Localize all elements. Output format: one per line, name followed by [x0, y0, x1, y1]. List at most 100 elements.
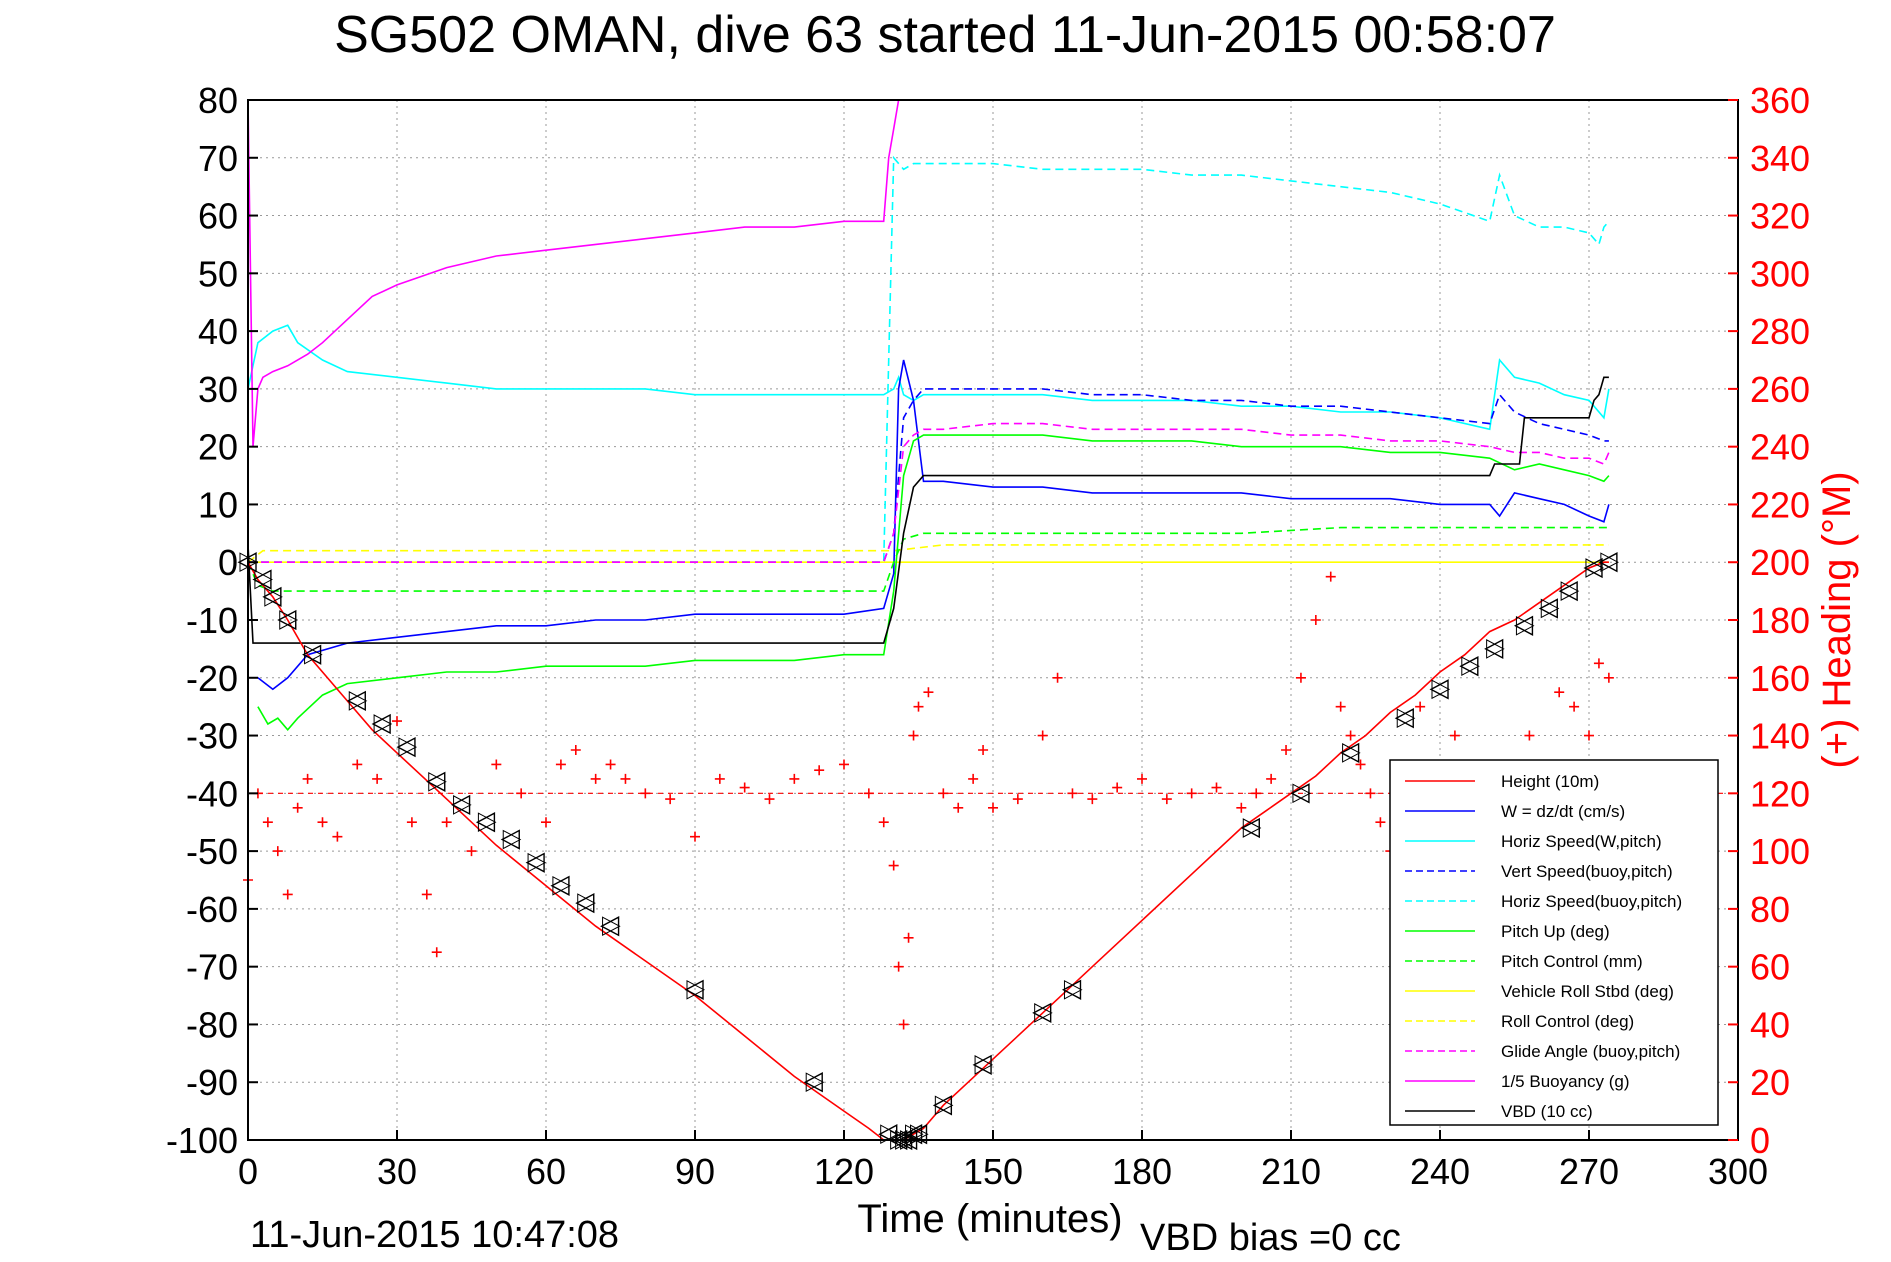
legend-box	[1389, 759, 1719, 1126]
heading-point	[1266, 773, 1277, 784]
heading-point	[898, 1019, 909, 1030]
heading-point	[764, 794, 775, 805]
waypoint-layer	[237, 552, 1619, 1151]
legend-label: Vehicle Roll Stbd (deg)	[1501, 982, 1674, 1001]
y-right-tick-label: 160	[1750, 658, 1810, 699]
waypoint-marker-inner	[577, 893, 596, 913]
heading-point	[1593, 658, 1604, 669]
heading-point	[1345, 730, 1356, 741]
waypoint-marker-inner	[686, 979, 706, 1000]
heading-point	[1603, 672, 1614, 683]
heading-point	[272, 846, 283, 857]
heading-point	[1375, 817, 1386, 828]
y-right-tick-label: 320	[1750, 196, 1810, 237]
series-line-1	[257, 359, 1610, 691]
y-tick-label: 10	[198, 484, 238, 525]
y-tick-label: 40	[198, 311, 238, 352]
y-tick-label: -100	[166, 1120, 238, 1161]
heading-point	[431, 947, 442, 958]
heading-point	[1365, 788, 1376, 799]
heading-point	[1524, 730, 1535, 741]
waypoint-marker-inner	[552, 875, 571, 896]
x-tick-label: 270	[1559, 1151, 1619, 1192]
series-line-5	[257, 434, 1610, 732]
heading-point	[292, 802, 303, 813]
x-tick-label: 90	[675, 1151, 715, 1192]
series-line-8	[247, 544, 1609, 563]
heading-point	[903, 932, 914, 943]
waypoint-marker-inner	[602, 916, 621, 937]
heading-point	[923, 687, 934, 698]
series-line-11	[247, 376, 1609, 644]
heading-point	[262, 817, 273, 828]
heading-point	[372, 773, 383, 784]
heading-point	[1335, 701, 1346, 712]
heading-point	[913, 701, 924, 712]
y-right-tick-label: 60	[1750, 947, 1790, 988]
series-line-10	[247, 99, 900, 447]
heading-point	[978, 745, 989, 755]
waypoint-marker-inner	[304, 644, 323, 665]
waypoint-marker-inner	[910, 1124, 929, 1145]
heading-point	[570, 745, 581, 755]
waypoint-marker-inner	[348, 691, 368, 711]
x-tick-label: 60	[526, 1151, 566, 1192]
y-right-tick-label: 20	[1750, 1062, 1790, 1103]
waypoint-marker-inner	[264, 587, 283, 607]
y-tick-label: -30	[186, 716, 238, 757]
legend-label: VBD (10 cc)	[1501, 1102, 1593, 1121]
series-line-6	[247, 526, 1609, 592]
heading-point	[714, 773, 725, 784]
waypoint-marker-inner	[880, 1124, 899, 1145]
waypoint-marker-inner	[1292, 783, 1311, 804]
footer-vbd-bias: VBD bias =0 cc	[1140, 1217, 1401, 1259]
heading-point	[392, 716, 402, 727]
x-tick-label: 180	[1112, 1151, 1172, 1192]
x-tick-label: 150	[963, 1151, 1023, 1192]
heading-point	[282, 889, 293, 900]
heading-point	[1355, 759, 1366, 770]
chart-title: SG502 OMAN, dive 63 started 11-Jun-2015 …	[334, 6, 1556, 64]
waypoint-marker-inner	[1600, 552, 1619, 573]
heading-point	[1295, 672, 1306, 683]
heading-point	[1325, 571, 1336, 582]
y-tick-label: 80	[198, 80, 238, 121]
series-line-3	[248, 388, 1609, 564]
y-right-tick-label: 240	[1750, 427, 1810, 468]
heading-point	[302, 773, 313, 784]
waypoint-marker-inner	[1431, 679, 1451, 700]
y-right-tick-label: 340	[1750, 138, 1810, 179]
heading-point	[690, 831, 700, 842]
heading-point	[968, 773, 979, 784]
heading-point	[1052, 672, 1063, 683]
waypoint-marker-inner	[254, 569, 273, 590]
y-right-tick-label: 120	[1750, 773, 1810, 814]
y-right-tick-label: 300	[1750, 253, 1810, 294]
legend-label: 1/5 Buoyancy (g)	[1501, 1072, 1630, 1091]
waypoint-marker-inner	[1585, 558, 1605, 578]
heading-point	[988, 802, 998, 813]
x-tick-labels: 0 30 60 90 120 150 180 210 240 270 300	[238, 1130, 1768, 1192]
heading-point	[1161, 794, 1172, 805]
x-tick-label: 210	[1261, 1151, 1321, 1192]
waypoint-marker-inner	[974, 1055, 994, 1075]
heading-point	[1087, 794, 1098, 805]
heading-point	[878, 817, 889, 828]
legend-label: Roll Control (deg)	[1501, 1012, 1634, 1031]
y-tick-label: -90	[186, 1062, 238, 1103]
waypoint-marker-inner	[279, 610, 298, 630]
y-right-tick-label: 40	[1750, 1004, 1790, 1045]
legend: Height (10m) W = dz/dt (cm/s) Horiz Speed(…	[1389, 759, 1719, 1126]
heading-point	[541, 817, 551, 828]
y-right-tick-label: 140	[1750, 716, 1810, 757]
y-right-tick-label: 360	[1750, 80, 1810, 121]
heading-point	[1281, 745, 1292, 755]
waypoint-marker-inner	[905, 1124, 924, 1145]
heading-point	[1186, 788, 1197, 799]
heading-point	[1569, 701, 1580, 712]
heading-point	[1449, 730, 1460, 741]
waypoint-marker-inner	[527, 852, 547, 873]
heading-point	[839, 759, 849, 770]
heading-point	[1251, 788, 1262, 799]
y-tick-label: 0	[218, 542, 238, 583]
